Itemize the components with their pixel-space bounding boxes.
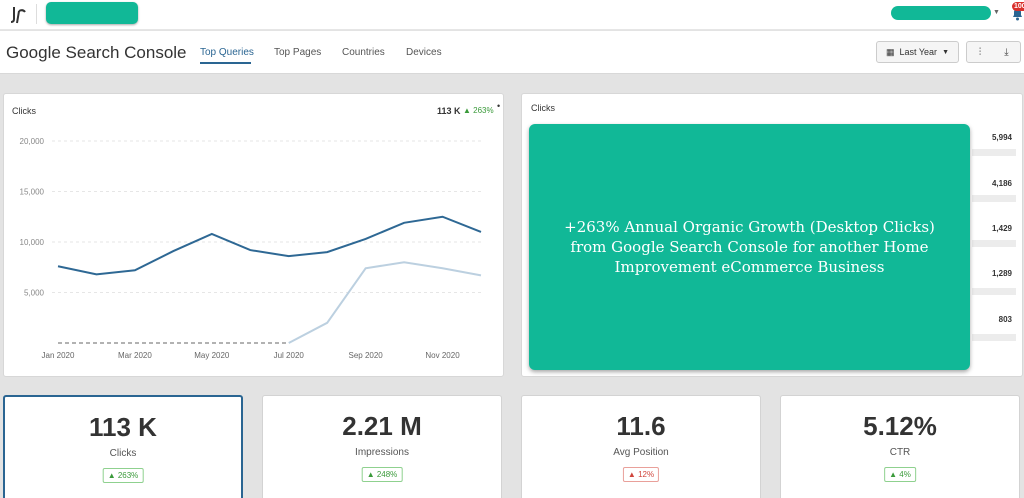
brand-logo-icon[interactable] bbox=[7, 3, 29, 25]
page-header: Google Search Console Top Queries Top Pa… bbox=[0, 31, 1024, 74]
kpi-card-avg-position[interactable]: 11.6 Avg Position ▲ 12% bbox=[521, 395, 761, 498]
top-bar: ▼ 100 bbox=[0, 0, 1024, 30]
bell-icon[interactable] bbox=[1011, 7, 1024, 21]
line-chart-total: 113 K bbox=[437, 106, 461, 116]
kpi-value: 113 K bbox=[89, 412, 157, 442]
clicks-line-chart: 5,000 10,000 15,000 20,000 Jan 2020 Mar 2020 M… bbox=[20, 137, 482, 360]
kpi-card-impressions[interactable]: 2.21 M Impressions ▲ 248% bbox=[262, 395, 502, 498]
bar-value: 5,994 bbox=[991, 133, 1012, 142]
redacted-account-name[interactable] bbox=[46, 2, 138, 24]
active-tab-indicator bbox=[200, 62, 251, 64]
line-chart-title: Clicks bbox=[12, 106, 36, 116]
bar-value: 4,186 bbox=[991, 179, 1012, 188]
bar-track bbox=[972, 334, 1016, 341]
calendar-icon: ▦ bbox=[886, 46, 895, 57]
panel-menu-dot-icon[interactable]: • bbox=[497, 101, 501, 111]
series-line-current bbox=[57, 215, 482, 276]
bar-track bbox=[972, 240, 1016, 247]
growth-callout-overlay: +263% Annual Organic Growth (Desktop Cli… bbox=[529, 124, 970, 370]
redacted-user-name[interactable] bbox=[891, 6, 991, 20]
bar-value: 1,429 bbox=[991, 224, 1012, 233]
kpi-card-clicks[interactable]: 113 K Clicks ▲ 263% bbox=[3, 395, 243, 498]
bar-value: 1,289 bbox=[991, 269, 1012, 278]
bar-track bbox=[972, 195, 1016, 202]
kpi-delta-value: 12% bbox=[638, 470, 655, 479]
page-title: Google Search Console bbox=[6, 43, 187, 62]
topbar-divider bbox=[36, 4, 37, 24]
kpi-value: 11.6 bbox=[616, 411, 666, 441]
kpi-value: 5.12% bbox=[863, 411, 937, 441]
x-tick-label: Nov 2020 bbox=[425, 351, 460, 360]
kpi-delta-badge: ▲ 12% bbox=[622, 467, 660, 482]
kpi-delta-badge: ▲ 248% bbox=[361, 467, 403, 482]
y-tick-label: 20,000 bbox=[20, 137, 45, 146]
kpi-label: CTR bbox=[889, 447, 911, 458]
tab-top-pages[interactable]: Top Pages bbox=[274, 47, 322, 58]
kpi-label: Impressions bbox=[355, 447, 409, 458]
bar-track bbox=[972, 288, 1016, 295]
date-range-button[interactable]: ▦ Last Year ▼ bbox=[876, 41, 959, 63]
y-tick-label: 5,000 bbox=[24, 289, 45, 298]
tab-top-queries[interactable]: Top Queries bbox=[200, 47, 254, 58]
download-button[interactable]: ⤓ bbox=[993, 41, 1021, 63]
kpi-value: 2.21 M bbox=[342, 411, 422, 441]
kpi-delta-value: 263% bbox=[117, 471, 139, 480]
line-chart-delta-value: 263% bbox=[473, 106, 494, 115]
tab-countries[interactable]: Countries bbox=[342, 47, 385, 58]
x-tick-label: May 2020 bbox=[194, 351, 230, 360]
notification-badge: 100 bbox=[1012, 2, 1024, 11]
chart-settings-button[interactable]: ⫶ bbox=[966, 41, 994, 63]
download-icon: ⤓ bbox=[1004, 46, 1009, 58]
kpi-delta-badge: ▲ 4% bbox=[884, 467, 916, 482]
kpi-delta-value: 4% bbox=[899, 470, 911, 479]
series-line-previous bbox=[288, 261, 482, 344]
sliders-icon: ⫶ bbox=[978, 46, 982, 58]
line-chart-delta: ▲ 263% bbox=[463, 106, 494, 115]
x-tick-label: Mar 2020 bbox=[118, 351, 152, 360]
line-chart-panel bbox=[3, 93, 504, 377]
bar-value: 803 bbox=[998, 315, 1012, 324]
bar-chart-title: Clicks bbox=[531, 103, 555, 113]
user-menu-caret-icon[interactable]: ▼ bbox=[993, 9, 1000, 16]
growth-callout-text: +263% Annual Organic Growth (Desktop Cli… bbox=[564, 218, 935, 276]
chevron-down-icon: ▼ bbox=[942, 48, 949, 56]
x-tick-label: Jul 2020 bbox=[274, 351, 305, 360]
kpi-delta-badge: ▲ 263% bbox=[102, 468, 144, 483]
x-tick-label: Sep 2020 bbox=[349, 351, 384, 360]
kpi-label: Avg Position bbox=[613, 447, 669, 458]
x-tick-label: Jan 2020 bbox=[42, 351, 75, 360]
date-range-label: Last Year bbox=[899, 47, 938, 57]
y-tick-label: 10,000 bbox=[20, 238, 45, 247]
kpi-delta-value: 248% bbox=[376, 470, 398, 479]
kpi-card-ctr[interactable]: 5.12% CTR ▲ 4% bbox=[780, 395, 1020, 498]
y-tick-label: 15,000 bbox=[20, 188, 45, 197]
kpi-label: Clicks bbox=[109, 448, 137, 459]
bar-track bbox=[972, 149, 1016, 156]
tab-devices[interactable]: Devices bbox=[406, 47, 442, 58]
